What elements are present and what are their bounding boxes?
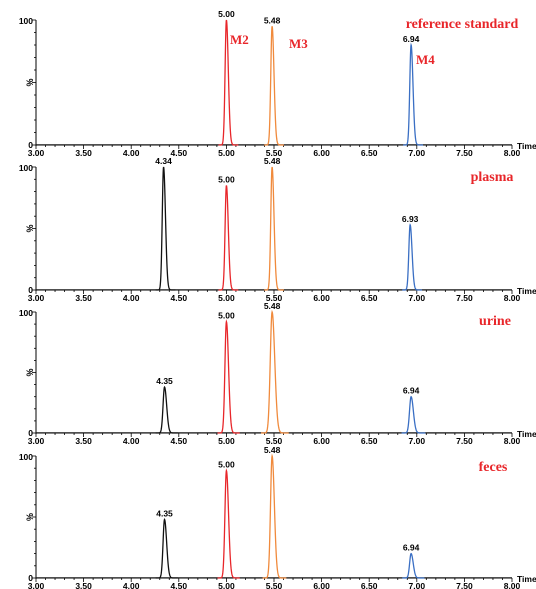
peak-trace-5.00 xyxy=(218,185,238,290)
x-axis-label: Time xyxy=(517,286,536,296)
x-tick-label: 3.00 xyxy=(28,581,45,589)
x-tick-label: 4.50 xyxy=(171,581,188,589)
series-name-label: M3 xyxy=(289,36,308,51)
x-tick-label: 3.00 xyxy=(28,436,45,446)
peak-trace-4.35 xyxy=(156,519,178,578)
x-tick-label: 7.00 xyxy=(409,293,426,303)
x-tick-label: 5.00 xyxy=(218,293,235,303)
x-tick-label: 7.00 xyxy=(409,436,426,446)
chart-panel-urine: 100 0% 3.00 3.50 4.00 4.50 5.00 5.50 6.00 6.50 7.0… xyxy=(19,301,536,446)
x-tick-label: 3.00 xyxy=(28,293,45,303)
peak-label: 6.93 xyxy=(402,214,419,224)
peak-trace-6.94 xyxy=(402,554,424,578)
x-tick-label: 7.00 xyxy=(409,148,426,158)
peak-trace-5.48 xyxy=(264,167,284,290)
x-tick-label: 6.00 xyxy=(313,148,330,158)
x-tick-label: 7.50 xyxy=(456,148,473,158)
y-tick-label: 100 xyxy=(19,163,33,173)
x-tick-label: 4.50 xyxy=(171,436,188,446)
peak-trace-4.35 xyxy=(156,387,178,433)
peak-label: 5.48 xyxy=(264,156,281,166)
x-tick-label: 5.00 xyxy=(218,148,235,158)
peak-trace-6.94 xyxy=(402,397,426,433)
x-tick-label: 3.50 xyxy=(75,148,92,158)
x-tick-label: 5.00 xyxy=(218,581,235,589)
chart-panel-reference-standard: 100 0% 3.00 3.50 4.00 4.50 5.00 5.50 6.00 6.50 7.0… xyxy=(19,9,536,158)
peak-label: 5.48 xyxy=(264,301,281,311)
x-tick-label: 4.50 xyxy=(171,293,188,303)
y-axis-label: % xyxy=(25,513,35,521)
peak-trace-5.48 xyxy=(263,456,287,578)
x-tick-label: 6.00 xyxy=(313,293,330,303)
x-tick-label: 6.50 xyxy=(361,581,378,589)
x-tick-label: 5.00 xyxy=(218,436,235,446)
y-axis-label: % xyxy=(25,224,35,232)
series-name-label: M4 xyxy=(416,52,435,67)
peak-label: 5.00 xyxy=(218,460,235,470)
peak-trace-6.93 xyxy=(402,225,422,290)
x-tick-label: 6.50 xyxy=(361,148,378,158)
peak-trace-5.00 xyxy=(218,471,240,578)
x-tick-label: 6.00 xyxy=(313,581,330,589)
x-tick-label: 6.00 xyxy=(313,436,330,446)
x-tick-label: 4.50 xyxy=(171,148,188,158)
x-axis-label: Time xyxy=(517,574,536,584)
peak-trace-5.48 xyxy=(264,26,284,145)
x-tick-label: 4.00 xyxy=(123,293,140,303)
x-tick-label: 3.50 xyxy=(75,581,92,589)
y-tick-label: 100 xyxy=(19,452,33,462)
panel-title: reference standard xyxy=(406,17,519,32)
chart-panel-plasma: 100 0% 3.00 3.50 4.00 4.50 5.00 5.50 6.00 6.50 7.0… xyxy=(19,156,536,303)
peak-label: 5.48 xyxy=(264,445,281,455)
peak-label: 4.35 xyxy=(156,508,173,518)
x-tick-label: 3.50 xyxy=(75,293,92,303)
x-tick-label: 7.50 xyxy=(456,293,473,303)
x-tick-label: 4.00 xyxy=(123,436,140,446)
peak-label: 6.94 xyxy=(403,386,420,396)
y-axis-label: % xyxy=(25,78,35,86)
x-tick-label: 7.50 xyxy=(456,436,473,446)
peak-label: 4.35 xyxy=(156,376,173,386)
x-tick-label: 3.00 xyxy=(28,148,45,158)
peak-label: 5.00 xyxy=(218,174,235,184)
peak-label: 5.00 xyxy=(218,9,235,19)
x-tick-label: 6.50 xyxy=(361,436,378,446)
x-tick-label: 4.00 xyxy=(123,148,140,158)
x-tick-label: 3.50 xyxy=(75,436,92,446)
x-tick-label: 4.00 xyxy=(123,581,140,589)
panel-title: feces xyxy=(479,460,508,475)
peak-label: 5.48 xyxy=(264,15,281,25)
peak-trace-4.34 xyxy=(156,167,176,290)
x-tick-label: 7.00 xyxy=(409,581,426,589)
x-axis-label: Time xyxy=(517,141,536,151)
panel-title: urine xyxy=(479,314,511,329)
x-axis-label: Time xyxy=(517,429,536,439)
series-name-label: M2 xyxy=(230,32,249,47)
peak-label: 5.00 xyxy=(218,311,235,321)
x-tick-label: 5.50 xyxy=(266,581,283,589)
peak-trace-5.00 xyxy=(218,322,240,433)
y-tick-label: 100 xyxy=(19,308,33,318)
peak-label: 6.94 xyxy=(403,34,420,44)
peak-trace-5.48 xyxy=(261,312,289,433)
y-axis-label: % xyxy=(25,368,35,376)
peak-label: 6.94 xyxy=(403,543,420,553)
x-tick-label: 6.50 xyxy=(361,293,378,303)
x-tick-label: 7.50 xyxy=(456,581,473,589)
chart-panel-feces: 100 0% 3.00 3.50 4.00 4.50 5.00 5.50 6.00 6.50 7.0… xyxy=(19,445,536,589)
peak-label: 4.34 xyxy=(155,156,172,166)
panel-title: plasma xyxy=(471,170,514,185)
y-tick-label: 100 xyxy=(19,16,33,26)
